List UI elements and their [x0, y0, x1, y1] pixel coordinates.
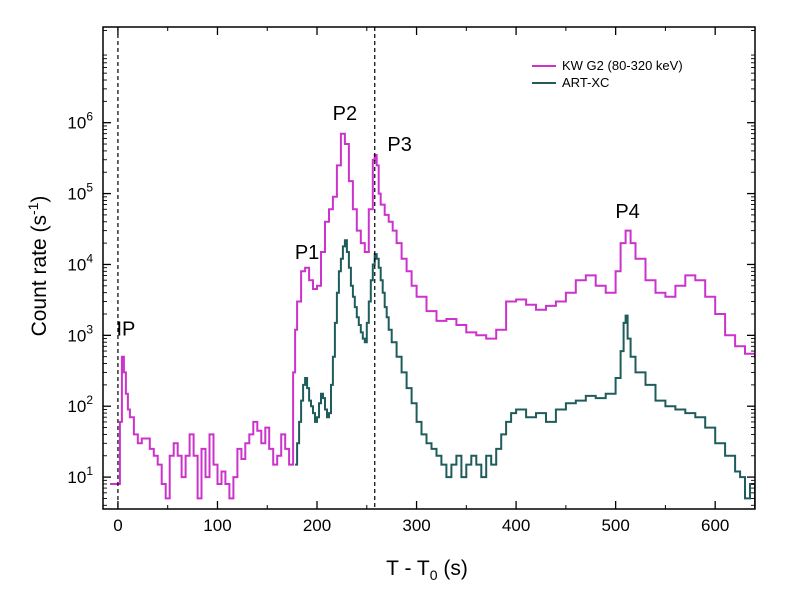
legend-label-1: KW G2 (80-320 keV): [562, 58, 683, 73]
x-tick-label: 200: [303, 516, 331, 535]
peak-label-p4: P4: [615, 201, 639, 223]
y-tick-label: 104: [67, 251, 93, 274]
x-axis-label-unit: (s): [438, 557, 468, 580]
peak-label-p1: P1: [295, 242, 319, 264]
y-axis-label-end: ): [28, 196, 51, 203]
axis-ticks: [103, 27, 755, 509]
plot-frame: [102, 26, 756, 510]
peak-annotations: IP P1 P2 P3 P4: [116, 103, 639, 341]
tick-labels: 0 100 200 300 400 500 600 101 102 103 104 105 106: [67, 110, 729, 535]
y-tick-label: 106: [67, 110, 93, 133]
series-layer: [110, 132, 755, 509]
x-tick-label: 400: [502, 516, 530, 535]
legend: KW G2 (80-320 keV) ART-XC: [532, 58, 683, 90]
y-tick-label: 101: [67, 464, 93, 487]
x-tick-label: 100: [203, 516, 231, 535]
x-axis-label-main: T - T: [386, 557, 430, 580]
y-tick-label: 103: [67, 322, 93, 345]
x-tick-label: 300: [402, 516, 430, 535]
y-tick-label: 105: [67, 181, 93, 204]
peak-label-p3: P3: [387, 134, 411, 156]
y-axis-label-sup: -1: [25, 202, 41, 215]
legend-label-2: ART-XC: [562, 75, 609, 90]
reference-lines: [117, 27, 376, 509]
y-tick-label: 102: [67, 393, 93, 416]
x-tick-label: 600: [701, 516, 729, 535]
x-axis-label: T - T0 (s): [386, 557, 468, 583]
series-line-1: [110, 132, 755, 500]
peak-label-ip: IP: [116, 318, 135, 340]
x-axis-label-sub: 0: [430, 567, 438, 583]
peak-label-p2: P2: [333, 103, 357, 125]
x-tick-label: 500: [601, 516, 629, 535]
series-line-2: [295, 239, 755, 509]
x-tick-label: 0: [113, 516, 122, 535]
y-axis-label-main: Count rate (s: [28, 215, 51, 336]
y-axis-label: Count rate (s-1): [25, 196, 51, 337]
